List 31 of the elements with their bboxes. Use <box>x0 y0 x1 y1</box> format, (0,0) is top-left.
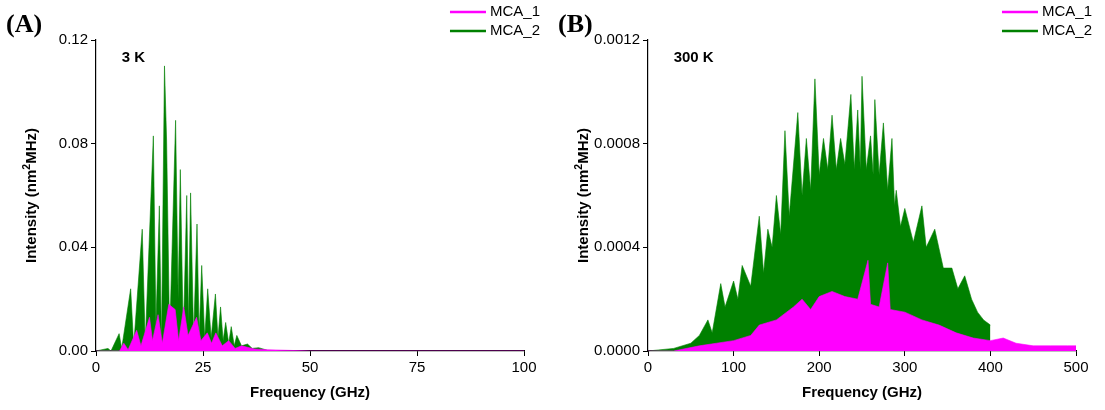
y-axis-title: Intensity (nm2MHz) <box>572 127 591 263</box>
legend-label: MCA_2 <box>489 21 541 39</box>
y-tick-label: 0.0008 <box>594 133 640 151</box>
x-tick-label: 25 <box>194 358 212 376</box>
legend-label: MCA_1 <box>1041 2 1093 20</box>
y-tick-label: 0.08 <box>58 133 88 151</box>
annotation: 300 K <box>673 48 714 65</box>
y-tick-label: 0.0004 <box>594 237 640 255</box>
x-tick-label: 300 <box>892 358 918 376</box>
y-tick-label: 0.12 <box>58 30 88 48</box>
x-tick-label: 0 <box>91 358 101 376</box>
y-tick-label: 0.0012 <box>594 30 640 48</box>
annotation: 3 K <box>121 48 146 65</box>
x-axis-title: Frequency (GHz) <box>801 383 923 401</box>
y-axis-title: Intensity (nm2MHz) <box>20 127 39 263</box>
x-tick-label: 200 <box>806 358 832 376</box>
x-tick-label: 50 <box>301 358 319 376</box>
x-axis-title: Frequency (GHz) <box>249 383 371 401</box>
chart-title: (A) <box>6 9 43 38</box>
x-tick-label: 100 <box>511 358 537 376</box>
x-tick-label: 0 <box>643 358 653 376</box>
x-tick-label: 100 <box>721 358 747 376</box>
x-tick-label: 400 <box>977 358 1003 376</box>
y-tick-label: 0.0000 <box>594 341 640 359</box>
legend-label: MCA_2 <box>1041 21 1093 39</box>
y-tick-label: 0.00 <box>58 341 88 359</box>
chart-title: (B) <box>558 9 593 38</box>
y-tick-label: 0.04 <box>58 237 88 255</box>
x-tick-label: 75 <box>408 358 426 376</box>
x-tick-label: 500 <box>1063 358 1089 376</box>
legend-label: MCA_1 <box>489 2 541 20</box>
